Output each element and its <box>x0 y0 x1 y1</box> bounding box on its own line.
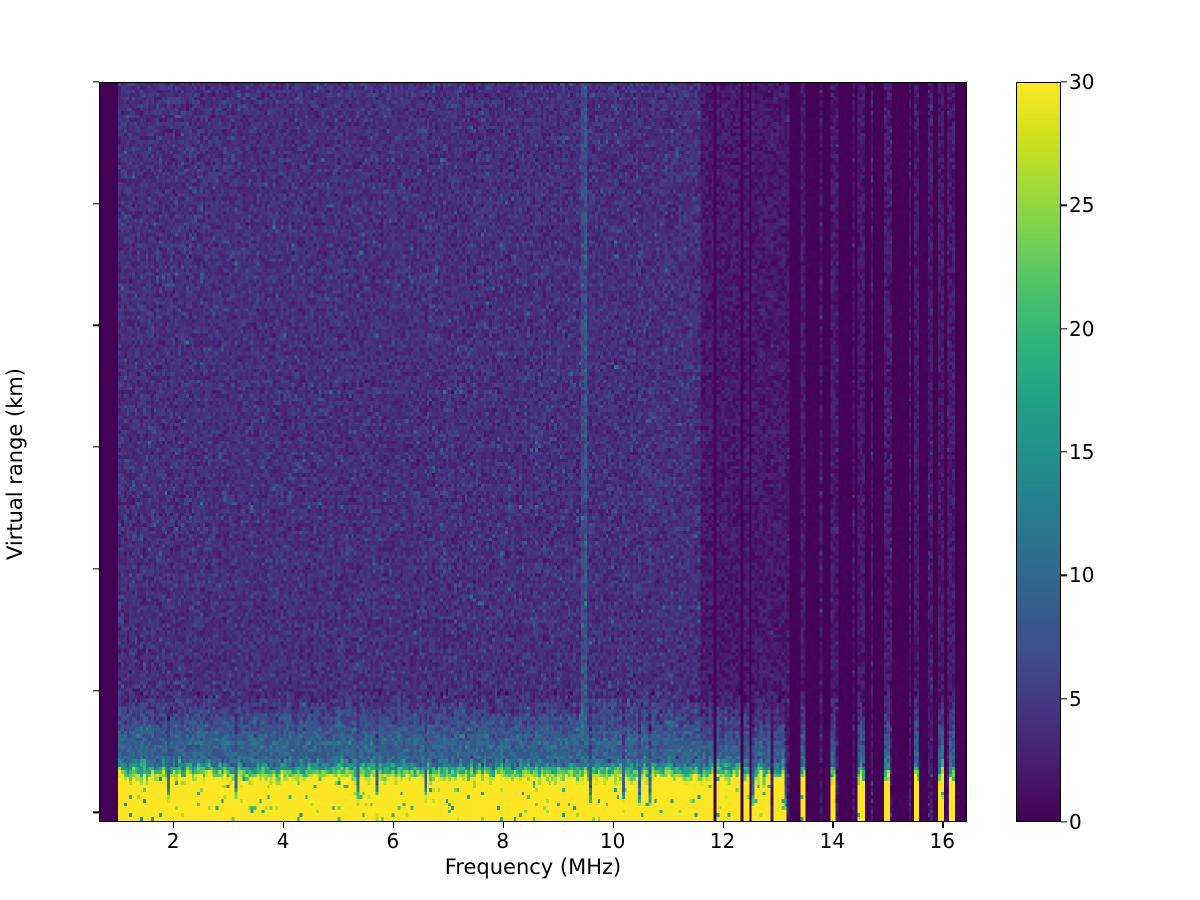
x-axis-tick-mark <box>612 822 614 828</box>
x-axis-label: Frequency (MHz) <box>444 855 622 879</box>
y-axis-label: Virtual range (km) <box>3 367 27 561</box>
colorbar-tick-label: 20 <box>1069 316 1095 341</box>
colorbar-tick-mark <box>1061 204 1067 206</box>
y-axis-tick-mark <box>93 81 99 83</box>
colorbar-tick-label: 0 <box>1069 810 1082 834</box>
colorbar <box>1016 82 1061 822</box>
x-axis-tick-label: 10 <box>599 829 626 853</box>
y-axis-tick-mark <box>93 689 99 692</box>
y-axis-tick-mark <box>93 811 99 813</box>
colorbar-tick-mark <box>1061 328 1067 330</box>
x-axis-tick-mark <box>173 822 175 828</box>
y-axis-tick-mark <box>93 324 99 327</box>
x-axis-tick-mark <box>722 822 724 828</box>
x-axis-tick-label: 4 <box>276 829 290 853</box>
colorbar-tick-mark <box>1061 574 1067 576</box>
x-axis-tick-mark <box>942 822 944 828</box>
y-axis-tick-mark <box>93 446 99 448</box>
colorbar-gradient <box>1017 83 1060 821</box>
x-axis-tick-mark <box>832 822 834 828</box>
x-axis-tick-mark <box>392 822 395 828</box>
colorbar-tick-label: 30 <box>1069 70 1095 94</box>
x-axis-tick-label: 6 <box>386 829 400 853</box>
x-axis-tick-label: 8 <box>496 829 510 853</box>
colorbar-tick-label: 25 <box>1069 193 1095 218</box>
y-axis-tick-mark <box>93 203 99 205</box>
y-axis-tick-mark <box>93 568 99 570</box>
x-axis-tick-label: 2 <box>166 829 180 853</box>
colorbar-tick-label: 15 <box>1069 440 1095 464</box>
ionogram-heatmap <box>100 83 966 821</box>
x-axis-tick-label: 14 <box>819 829 846 853</box>
colorbar-tick-mark <box>1061 821 1067 823</box>
colorbar-tick-mark <box>1061 451 1067 453</box>
x-axis-tick-mark <box>283 822 285 828</box>
x-axis-tick-label: 12 <box>709 829 736 853</box>
colorbar-tick-mark <box>1061 698 1067 700</box>
x-axis-tick-label: 16 <box>929 829 955 853</box>
colorbar-tick-label: 10 <box>1069 563 1095 588</box>
colorbar-tick-label: 5 <box>1069 686 1082 711</box>
x-axis-tick-mark <box>502 822 505 828</box>
heatmap-axes <box>99 82 967 822</box>
colorbar-tick-mark <box>1061 81 1067 83</box>
